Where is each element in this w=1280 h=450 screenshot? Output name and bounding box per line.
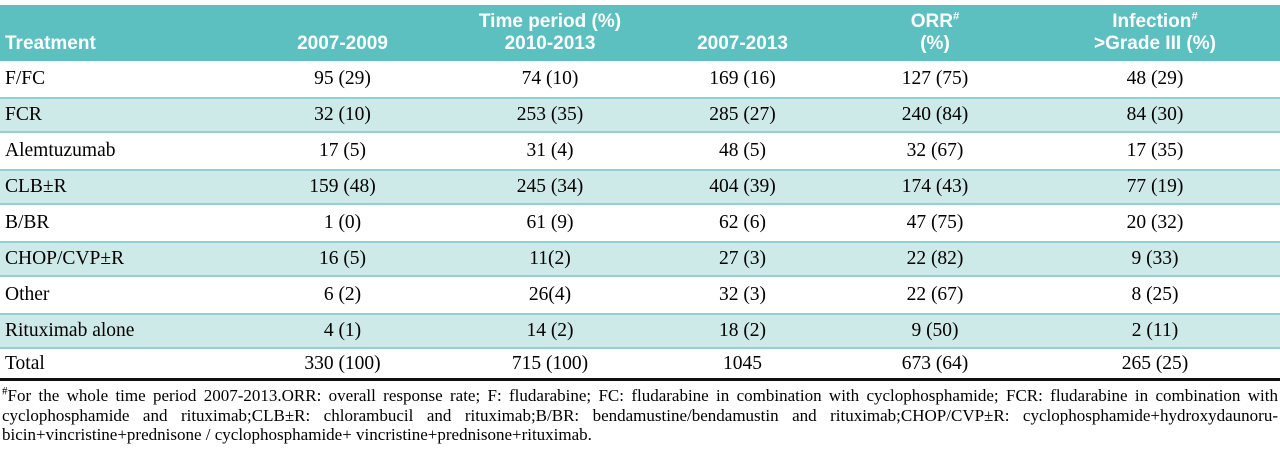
treatment-name: FCR [0,97,230,133]
cell-infection: 9 (33) [1030,241,1280,277]
cell-2007-2009: 16 (5) [230,241,455,277]
cell-infection: 17 (35) [1030,132,1280,170]
treatment-name: B/BR [0,204,230,242]
cell-2007-2013: 32 (3) [645,276,840,314]
cell-2007-2013: 48 (5) [645,132,840,170]
table-footnote: #For the whole time period 2007-2013.ORR… [0,381,1280,445]
cell-2007-2009: 95 (29) [230,61,455,98]
footnote-line-3: bicin+vincristine+prednisone / cyclophos… [2,425,592,444]
header-row: Treatment 2007-2009 Time period (%) 2010… [0,5,1280,61]
cell-2007-2013: 169 (16) [645,61,840,98]
cell-2010-2013: 245 (34) [455,169,645,205]
col-header-treatment: Treatment [0,5,230,61]
col-header-2010-2013-label: 2010-2013 [504,33,596,54]
treatment-name: Total [0,348,230,381]
cell-2007-2013: 27 (3) [645,241,840,277]
cell-2010-2013: 715 (100) [455,348,645,381]
cell-2010-2013: 61 (9) [455,204,645,242]
table-row-other: Other 6 (2) 26(4) 32 (3) 22 (67) 8 (25) [0,276,1280,314]
treatment-name: Other [0,276,230,314]
footnote-line-2: cyclophosphamide and rituximab;CLB±R: ch… [2,405,1278,425]
col-header-infection: Infection# >Grade III (%) [1030,5,1280,61]
treatment-name: CLB±R [0,169,230,205]
cell-2007-2013: 285 (27) [645,97,840,133]
cell-2007-2009: 4 (1) [230,313,455,349]
col-header-2007-2009: 2007-2009 [230,5,455,61]
cell-2007-2009: 6 (2) [230,276,455,314]
cell-2007-2013: 18 (2) [645,313,840,349]
cell-2010-2013: 26(4) [455,276,645,314]
cell-2007-2009: 159 (48) [230,169,455,205]
footnote-line-1: #For the whole time period 2007-2013.ORR… [2,386,1278,406]
cell-2007-2009: 17 (5) [230,132,455,170]
infection-footnote-marker: # [1191,10,1198,23]
table-row-ffc: F/FC 95 (29) 74 (10) 169 (16) 127 (75) 4… [0,61,1280,98]
table-row-alemtuzumab: Alemtuzumab 17 (5) 31 (4) 48 (5) 32 (67)… [0,132,1280,170]
cell-orr: 127 (75) [840,61,1030,98]
cell-orr: 47 (75) [840,204,1030,242]
cell-2007-2009: 330 (100) [230,348,455,381]
footnote-text-1: For the whole time period 2007-2013.ORR:… [7,386,1278,405]
cell-2007-2009: 1 (0) [230,204,455,242]
infection-grade-label: >Grade III (%) [1094,33,1216,54]
cell-orr: 22 (67) [840,276,1030,314]
orr-label: ORR# [842,11,1028,33]
cell-2010-2013: 74 (10) [455,61,645,98]
cell-orr: 32 (67) [840,132,1030,170]
col-header-treatment-label: Treatment [5,33,96,54]
cell-2010-2013: 14 (2) [455,313,645,349]
col-header-2007-2013: 2007-2013 [645,5,840,61]
cell-2010-2013: 253 (35) [455,97,645,133]
cell-2010-2013: 31 (4) [455,132,645,170]
orr-unit-label: (%) [920,33,950,54]
orr-footnote-marker: # [952,10,960,23]
orr-label-text: ORR [910,11,953,32]
treatment-name: Alemtuzumab [0,132,230,170]
col-header-2007-2013-label: 2007-2013 [697,33,788,54]
col-header-2007-2009-label: 2007-2009 [297,33,388,54]
cell-2007-2009: 32 (10) [230,97,455,133]
table-row-total: Total 330 (100) 715 (100) 1045 673 (64) … [0,348,1280,381]
footnote-marker: # [2,385,8,398]
table-row-bbr: B/BR 1 (0) 61 (9) 62 (6) 47 (75) 20 (32) [0,204,1280,242]
table-row-clbr: CLB±R 159 (48) 245 (34) 404 (39) 174 (43… [0,169,1280,205]
treatment-name: Rituximab alone [0,313,230,349]
table-row-fcr: FCR 32 (10) 253 (35) 285 (27) 240 (84) 8… [0,97,1280,133]
cell-orr: 174 (43) [840,169,1030,205]
col-header-2010-2013: Time period (%) 2010-2013 [455,5,645,61]
cell-infection: 84 (30) [1030,97,1280,133]
infection-label-text: Infection [1112,11,1192,32]
cell-infection: 265 (25) [1030,348,1280,381]
table-row-chop-cvp: CHOP/CVP±R 16 (5) 11(2) 27 (3) 22 (82) 9… [0,241,1280,277]
table-row-rituximab-alone: Rituximab alone 4 (1) 14 (2) 18 (2) 9 (5… [0,313,1280,349]
treatment-name: F/FC [0,61,230,98]
table-body: F/FC 95 (29) 74 (10) 169 (16) 127 (75) 4… [0,61,1280,381]
infection-label: Infection# [1032,11,1278,33]
cell-orr: 9 (50) [840,313,1030,349]
cell-2007-2013: 62 (6) [645,204,840,242]
cell-orr: 240 (84) [840,97,1030,133]
col-header-orr: ORR# (%) [840,5,1030,61]
cell-infection: 20 (32) [1030,204,1280,242]
cell-infection: 77 (19) [1030,169,1280,205]
table-header: Treatment 2007-2009 Time period (%) 2010… [0,5,1280,61]
treatment-name: CHOP/CVP±R [0,241,230,277]
treatment-outcomes-table: Treatment 2007-2009 Time period (%) 2010… [0,5,1280,381]
cell-2010-2013: 11(2) [455,241,645,277]
cell-infection: 8 (25) [1030,276,1280,314]
cell-infection: 2 (11) [1030,313,1280,349]
cell-2007-2013: 1045 [645,348,840,381]
cell-infection: 48 (29) [1030,61,1280,98]
cell-2007-2013: 404 (39) [645,169,840,205]
time-period-group-label: Time period (%) [478,11,622,32]
cell-orr: 673 (64) [840,348,1030,381]
cell-orr: 22 (82) [840,241,1030,277]
